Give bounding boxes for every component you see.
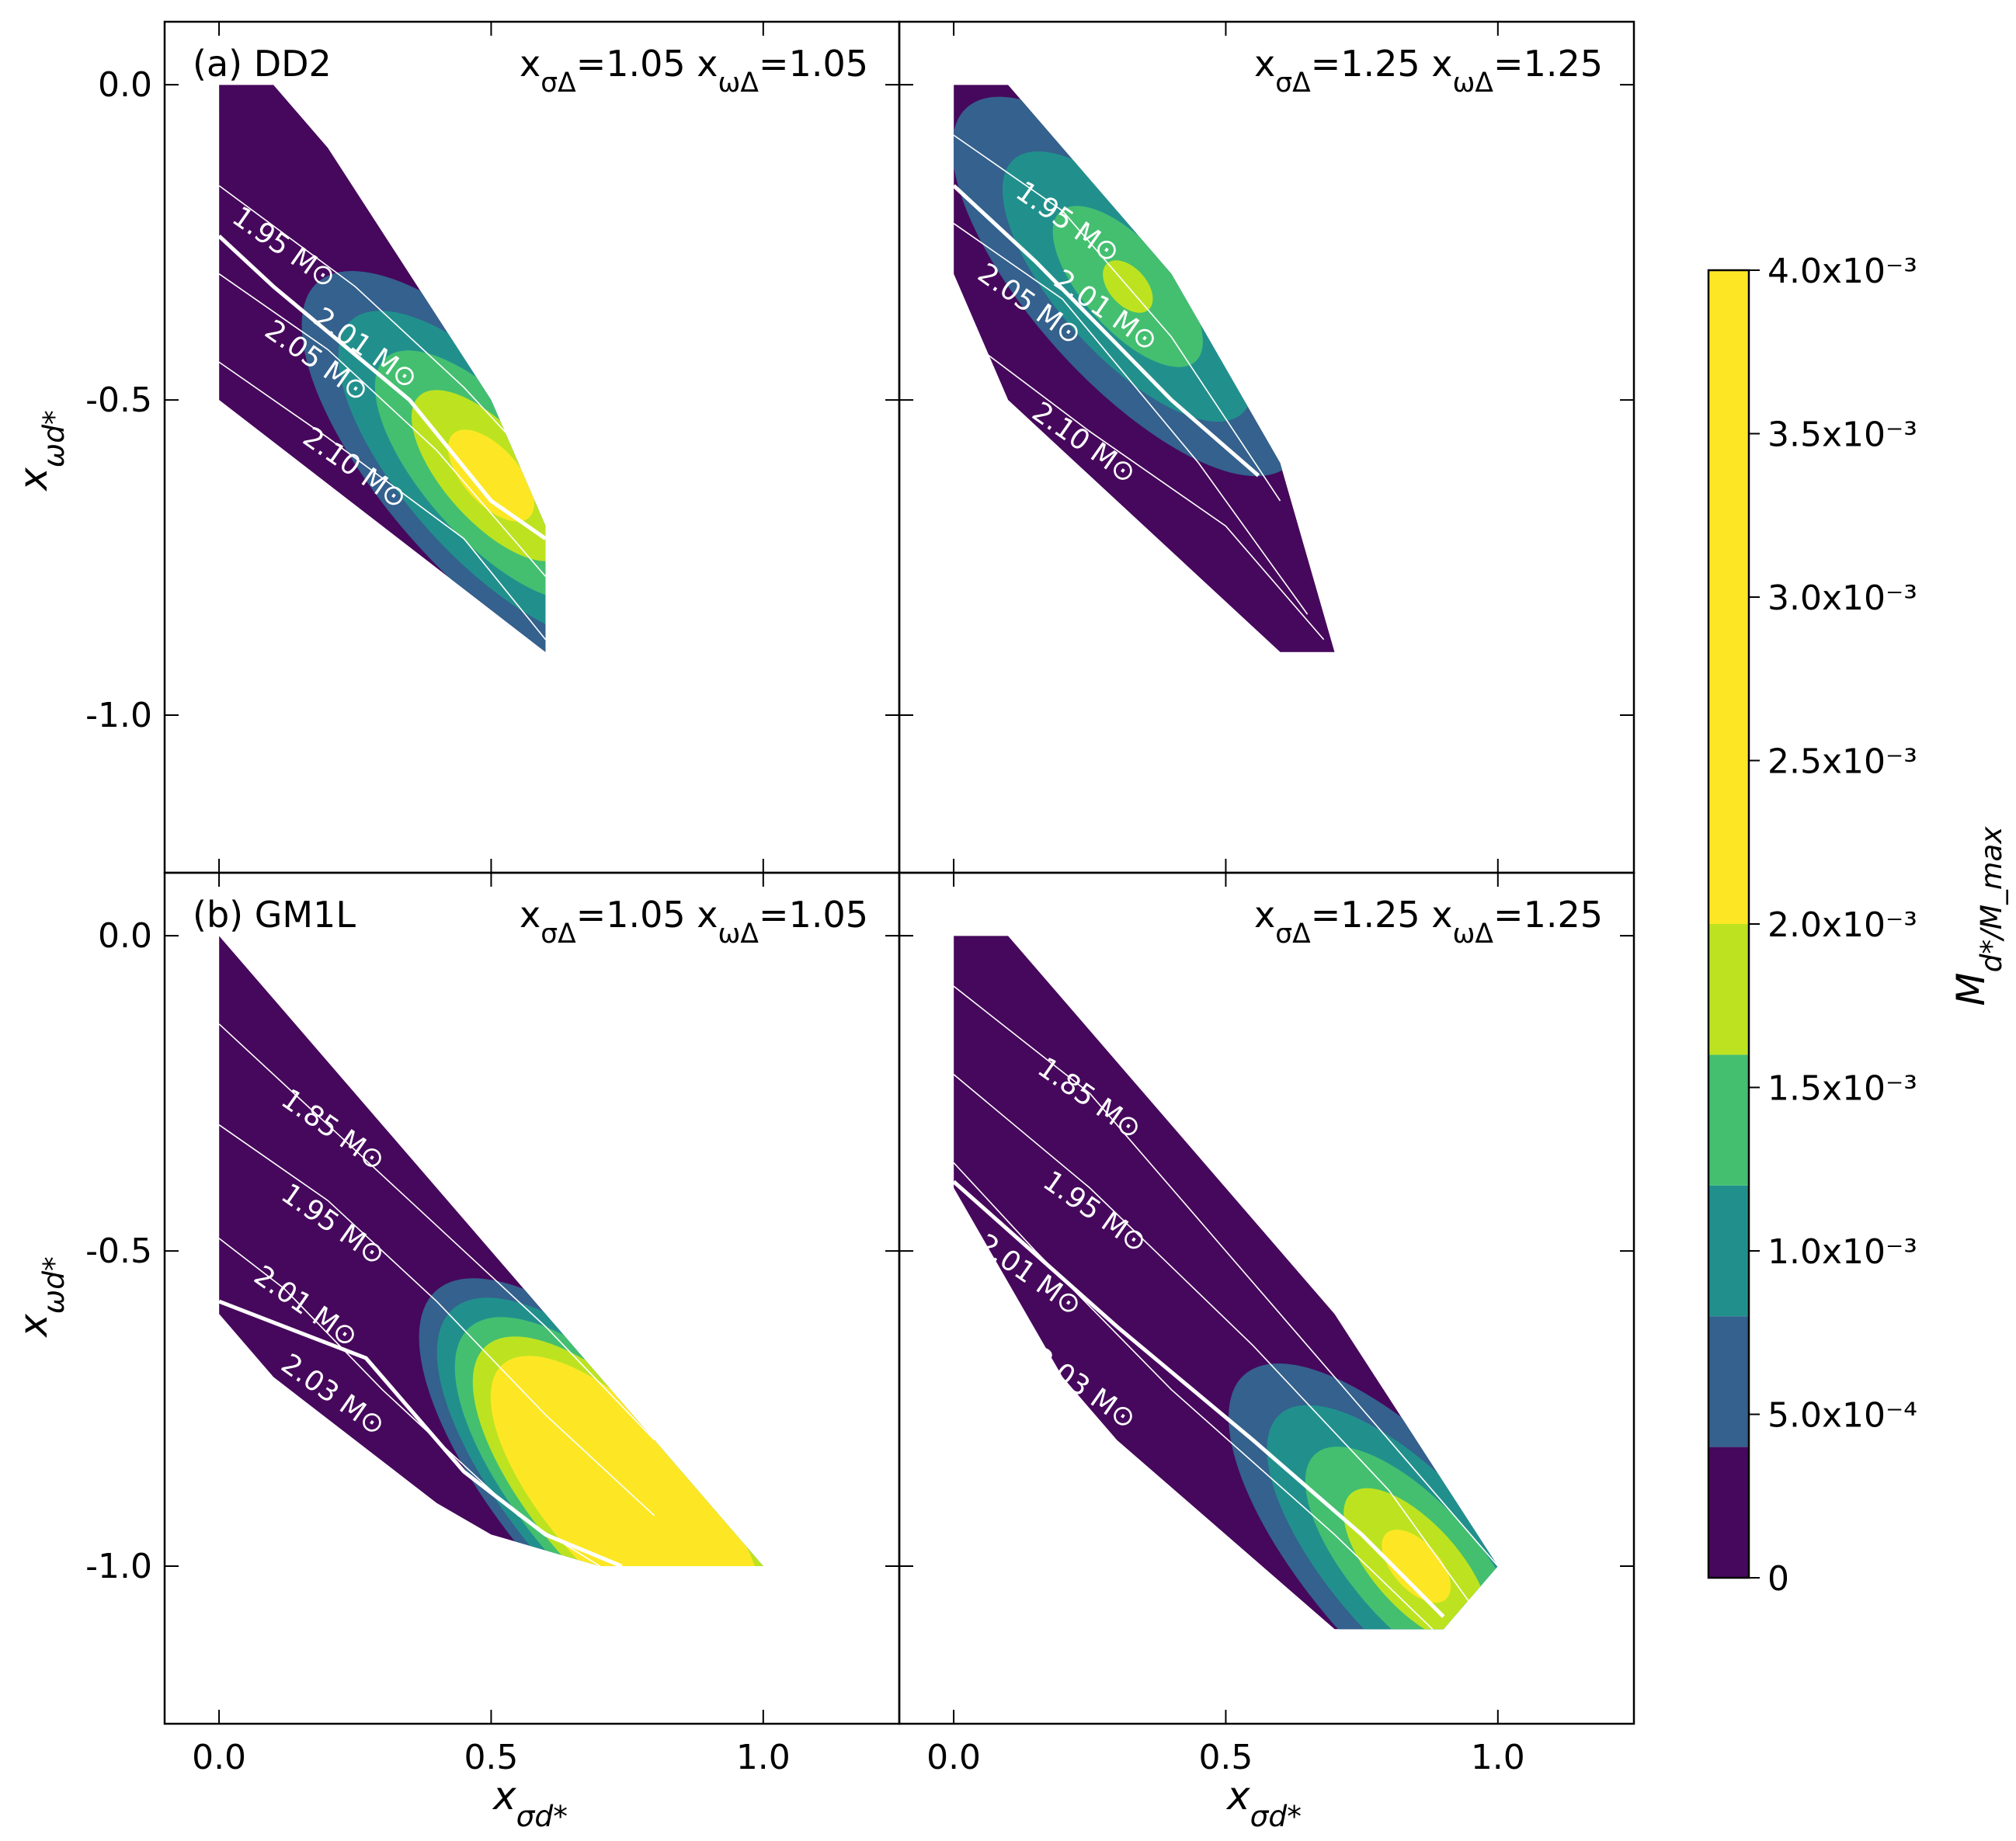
y-tick-label: 0.0 [98,65,152,105]
y-tick-label: -1.0 [85,1547,152,1586]
mass-contour-line [218,185,547,477]
mass-contour-line [953,134,1281,502]
colorbar-tick-label: 1.0x10⁻³ [1767,1232,1917,1272]
contour-panels: 1.95 M⊙2.01 M⊙2.05 M⊙2.10 M⊙0.0-0.5-1.0(… [85,20,1635,1777]
mass-contour-line [218,1124,655,1516]
mass-contour-line [218,361,547,641]
filled-contours [219,936,763,1566]
panel-a-left: 1.95 M⊙2.01 M⊙2.05 M⊙2.10 M⊙0.0-0.5-1.0(… [85,20,901,874]
colorbar-tick-label: 4.0x10⁻³ [1767,252,1917,291]
domain-region [219,936,763,1566]
panel-title-right: xσΔ=1.25 xωΔ=1.25 [1254,894,1603,950]
colorbar-segment [1708,270,1749,924]
x-tick-label: 1.0 [1471,1738,1525,1777]
contour-band-5 [490,1356,763,1566]
mass-contour-line [218,1023,655,1441]
colorbar-tick-label: 3.5x10⁻³ [1767,415,1917,455]
colorbar-tick-label: 2.0x10⁻³ [1767,905,1917,945]
mass-contour-line [953,1074,1472,1605]
mass-contour-line [953,223,1309,615]
colorbar-tick-label: 2.5x10⁻³ [1767,742,1917,782]
x-axis-label-right: xσd* [1225,1773,1302,1833]
colorbar-label: Md*/M_max [1948,826,2008,1006]
x-tick-label: 0.5 [1198,1738,1253,1777]
contour-band-5 [1382,1530,1451,1603]
y-axis-label-bottom: xωd* [11,1256,71,1339]
filled-contours [219,85,546,652]
y-tick-label: -0.5 [85,1231,152,1271]
colorbar-segment [1708,924,1749,1055]
panel-b-right: 1.85 M⊙1.95 M⊙2.01 M⊙2.03 M⊙0.0 0.5 1.0xσΔ… [898,871,1635,1777]
panel-title-right: xσΔ=1.25 xωΔ=1.25 [1254,43,1603,99]
panel-b-left: 1.85 M⊙1.95 M⊙2.01 M⊙2.03 M⊙0.0 0.5 1.00.0… [85,871,901,1777]
y-tick-label: 0.0 [98,916,152,956]
colorbar: 0 5.0x10⁻⁴ 1.0x10⁻³ 1.5x10⁻³ 2.0x10⁻³ 2.5x10⁻… [1707,252,1917,1599]
x-tick-label: 1.0 [736,1738,791,1777]
y-tick-label: -0.5 [85,380,152,420]
colorbar-segment [1708,1185,1749,1317]
mass-contour-line [218,1299,623,1568]
mass-contour-line [217,234,547,540]
colorbar-segment [1708,1447,1749,1578]
y-tick-label: -1.0 [85,696,152,735]
x-tick-label: 0.0 [926,1738,981,1777]
mass-contour-line [952,184,1260,478]
x-tick-label: 0.5 [464,1738,518,1777]
colorbar-tick-label: 0 [1767,1559,1789,1599]
colorbar-segment [1708,1316,1749,1447]
x-tick-label: 0.0 [192,1738,246,1777]
mass-contour-line [218,273,547,577]
mass-contour-line [953,1162,1434,1630]
mass-contour-line [980,349,1325,641]
panel-a-right: 1.95 M⊙2.01 M⊙2.05 M⊙2.10 M⊙xσΔ=1.25 xωΔ… [898,20,1635,874]
x-axis-label-left: xσd* [492,1773,568,1833]
panel-title-left: (a) DD2 [193,43,332,85]
filled-contours [954,85,1335,652]
colorbar-tick-label: 5.0x10⁻⁴ [1767,1396,1917,1436]
mass-contour-line [953,985,1499,1567]
panel-title-right: xσΔ=1.05 xωΔ=1.05 [520,894,868,950]
colorbar-tick-label: 1.5x10⁻³ [1767,1069,1917,1109]
mass-contour-line [952,1179,1445,1618]
colorbar-tick-label: 3.0x10⁻³ [1767,578,1917,618]
colorbar-segment [1708,1054,1749,1186]
panel-title-right: xσΔ=1.05 xωΔ=1.05 [520,43,868,99]
y-axis-label-top: xωd* [11,410,71,492]
panel-title-left: (b) GM1L [193,894,356,936]
panel-frame [898,871,1635,1725]
contour-band-5 [447,429,534,522]
